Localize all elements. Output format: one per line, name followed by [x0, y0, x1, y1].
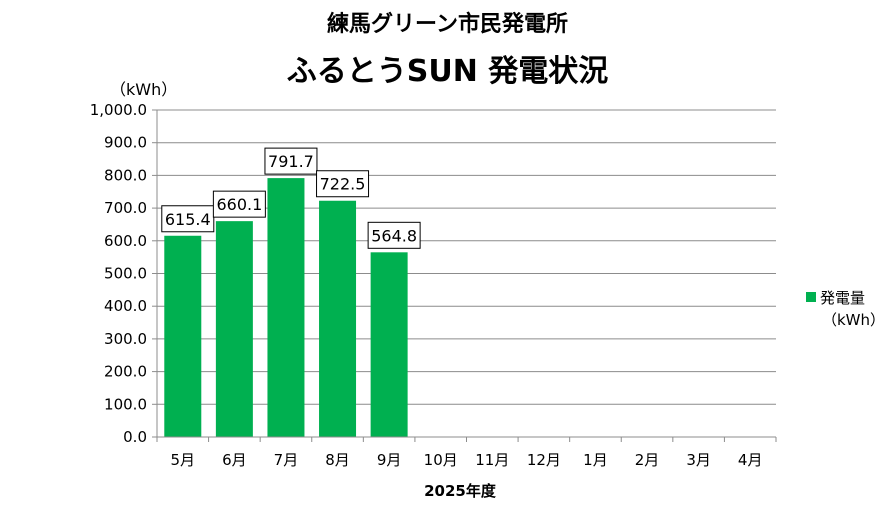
data-label-box — [161, 205, 215, 233]
grid-lines — [152, 109, 776, 438]
y-axis-unit-label: （kWh） — [110, 80, 178, 99]
x-tick-label: 5月 — [171, 451, 196, 469]
x-axis-title: 2025年度 — [424, 482, 496, 500]
bar — [215, 221, 253, 437]
data-labels: 615.4 660.1 791.7 722.5 564.8 — [161, 147, 421, 249]
x-tick-label: 11月 — [475, 451, 509, 469]
y-tick-labels: 0.0 100.0 200.0 300.0 400.0 500.0 600.0 700.0 80… — [90, 101, 147, 446]
x-tick-label: 8月 — [325, 451, 350, 469]
x-tick-label: 6月 — [222, 451, 247, 469]
y-tick-label: 800.0 — [104, 166, 147, 184]
chart-title-line2: ふるとうSUN 発電状況 — [286, 54, 609, 89]
data-label: 564.8 — [371, 226, 417, 245]
x-tick-label: 1月 — [583, 451, 608, 469]
y-tick-label: 300.0 — [104, 330, 147, 348]
y-tick-label: 0.0 — [123, 428, 147, 446]
data-label-box — [367, 221, 421, 249]
y-tick-label: 100.0 — [104, 395, 147, 413]
bar — [319, 200, 357, 437]
bar — [370, 252, 408, 437]
y-tick-label: 500.0 — [104, 265, 147, 283]
bar — [267, 178, 305, 437]
data-label: 791.7 — [268, 152, 314, 171]
y-tick-label: 700.0 — [104, 199, 147, 217]
bar — [164, 235, 202, 437]
data-label: 615.4 — [165, 210, 211, 229]
legend-swatch — [806, 292, 816, 302]
y-tick-label: 400.0 — [104, 297, 147, 315]
data-label: 722.5 — [320, 175, 366, 194]
legend-unit: （kWh） — [822, 311, 886, 329]
x-tick-label: 2月 — [635, 451, 660, 469]
y-tick-label: 200.0 — [104, 363, 147, 381]
y-tick-label: 600.0 — [104, 232, 147, 250]
data-label-box — [316, 170, 370, 198]
legend: 発電量 （kWh） — [806, 287, 885, 331]
data-label-box — [264, 147, 318, 175]
x-tick-label: 4月 — [738, 451, 763, 469]
bars — [164, 178, 408, 437]
data-label-box — [212, 190, 266, 218]
x-tick-labels: 5月 6月 7月 8月 9月 10月 11月 12月 1月 2月 3月 4月 — [171, 451, 763, 469]
axes — [156, 110, 777, 442]
x-tick-label: 12月 — [527, 451, 561, 469]
x-tick-label: 3月 — [686, 451, 711, 469]
x-tick-label: 10月 — [424, 451, 458, 469]
y-tick-label: 900.0 — [104, 134, 147, 152]
x-tick-label: 9月 — [377, 451, 402, 469]
x-tick-label: 7月 — [274, 451, 299, 469]
chart-title-line1: 練馬グリーン市民発電所 — [327, 12, 568, 37]
y-tick-label: 1,000.0 — [90, 101, 147, 119]
data-label: 660.1 — [216, 195, 262, 214]
legend-label: 発電量 — [820, 289, 866, 307]
